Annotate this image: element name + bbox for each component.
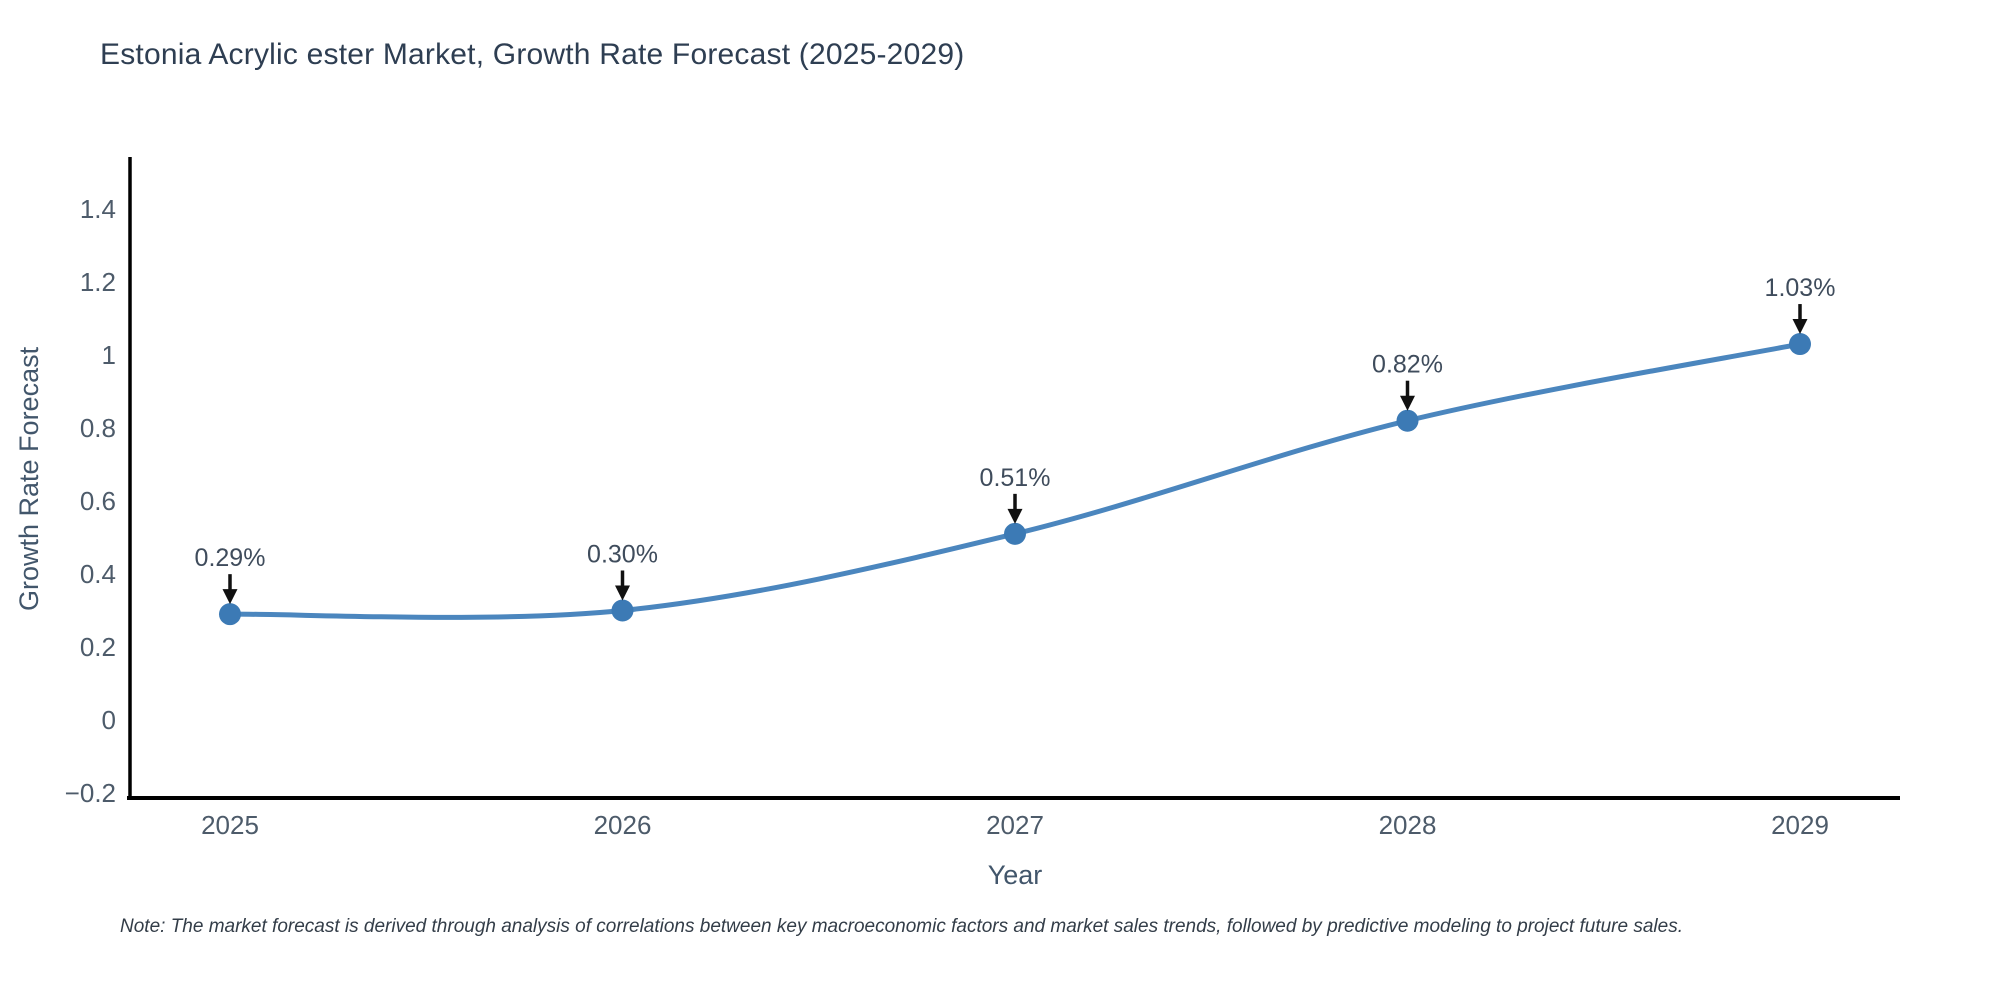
annotation-label-2028: 0.82% — [1372, 351, 1443, 379]
annotation-arrow-head-2027 — [1007, 508, 1023, 524]
y-tick-label: −0.2 — [65, 778, 116, 808]
data-point-2027 — [1004, 522, 1026, 545]
annotation-arrow-head-2029 — [1792, 319, 1808, 335]
data-point-2026 — [611, 599, 634, 622]
data-point-2025 — [219, 603, 241, 626]
x-tick-label: 2025 — [201, 810, 259, 840]
y-tick-label: 0.6 — [80, 486, 116, 516]
annotation-label-2026: 0.30% — [587, 541, 658, 569]
annotation-arrow-head-2028 — [1400, 395, 1415, 411]
chart-title: Estonia Acrylic ester Market, Growth Rat… — [100, 38, 965, 71]
x-tick-label: 2027 — [986, 810, 1044, 840]
x-tick-label: 2028 — [1379, 810, 1437, 840]
data-point-2029 — [1789, 333, 1811, 356]
annotation-label-2027: 0.51% — [980, 464, 1051, 492]
x-tick-label: 2026 — [594, 810, 652, 840]
y-tick-label: 0.4 — [80, 559, 116, 589]
y-tick-label: 0 — [102, 705, 116, 735]
annotation-label-2029: 1.03% — [1765, 274, 1836, 302]
y-tick-label: 0.2 — [80, 632, 116, 662]
y-tick-label: 1.2 — [80, 267, 116, 297]
data-point-2028 — [1396, 409, 1419, 432]
y-tick-label: 1.4 — [80, 194, 116, 224]
annotation-arrow-head-2026 — [615, 585, 630, 601]
annotation-label-2025: 0.29% — [195, 544, 266, 572]
x-axis-title: Year — [987, 860, 1043, 890]
x-tick-label: 2029 — [1771, 810, 1829, 840]
footnote: Note: The market forecast is derived thr… — [120, 916, 1683, 937]
annotation-arrow-head-2025 — [222, 589, 238, 605]
y-tick-label: 1 — [102, 340, 116, 370]
y-tick-label: 0.8 — [80, 413, 116, 443]
